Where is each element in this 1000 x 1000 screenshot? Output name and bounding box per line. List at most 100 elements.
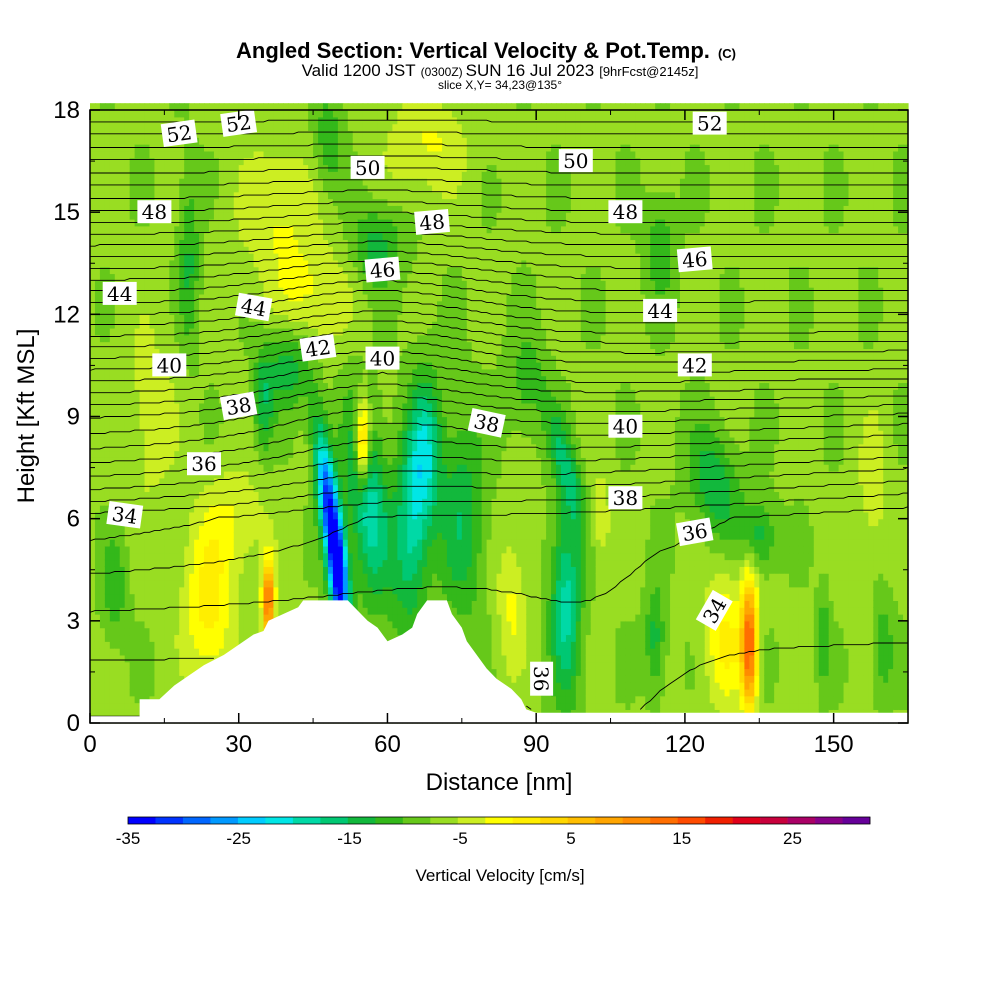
field-cell [327, 307, 334, 315]
field-cell [104, 579, 111, 588]
field-cell [119, 396, 126, 404]
field-cell [298, 532, 304, 540]
field-cell [347, 280, 354, 288]
field-cell [293, 184, 299, 193]
field-cell [124, 436, 131, 445]
field-cell [119, 327, 126, 336]
field-cell [332, 593, 339, 601]
field-cell [189, 150, 195, 159]
field-cell [342, 375, 349, 384]
field-cell [199, 225, 205, 234]
field-cell [129, 593, 136, 601]
field-cell [149, 246, 156, 254]
field-cell [337, 178, 344, 186]
field-cell [347, 416, 354, 424]
field-cell [208, 137, 215, 145]
field-cell [248, 348, 255, 356]
field-cell [134, 232, 141, 241]
field-cell [258, 184, 265, 193]
field-cell [149, 545, 156, 554]
field-cell [327, 287, 334, 295]
field-cell [144, 668, 151, 676]
field-cell [144, 532, 151, 540]
field-cell [94, 552, 101, 561]
field-cell [233, 423, 240, 431]
field-cell [233, 552, 240, 561]
field-cell [332, 137, 339, 145]
field-cell [109, 396, 116, 404]
field-cell [99, 634, 106, 642]
field-cell [208, 287, 215, 295]
field-cell [154, 525, 161, 533]
field-cell [124, 688, 131, 697]
field-cell [298, 205, 304, 213]
field-cell [184, 430, 190, 438]
field-cell [90, 191, 96, 200]
field-cell [253, 552, 260, 561]
field-cell [238, 627, 245, 636]
field-cell [174, 675, 180, 683]
field-cell [179, 491, 185, 499]
field-cell [94, 525, 101, 533]
field-cell [213, 396, 220, 404]
field-cell [352, 341, 359, 349]
field-cell [194, 634, 200, 642]
field-cell [357, 600, 364, 608]
field-cell [114, 375, 121, 384]
field-cell [149, 314, 156, 322]
field-cell [139, 191, 146, 200]
field-cell [332, 545, 339, 554]
field-cell [273, 225, 279, 234]
field-cell [189, 287, 195, 295]
field-cell [199, 205, 205, 213]
field-cell [90, 110, 96, 118]
field-cell [258, 137, 265, 145]
field-cell [154, 688, 161, 697]
field-cell [199, 293, 205, 302]
field-cell [139, 273, 146, 281]
field-cell [129, 225, 136, 234]
field-cell [149, 300, 156, 309]
field-cell [204, 293, 210, 302]
field-cell [189, 178, 195, 186]
field-cell [357, 566, 364, 574]
field-cell [347, 573, 354, 581]
field-cell [208, 150, 215, 159]
field-cell [273, 327, 279, 336]
field-cell [139, 239, 146, 247]
field-cell [273, 198, 279, 206]
field-cell [149, 409, 156, 418]
field-cell [268, 150, 275, 159]
field-cell [223, 614, 230, 622]
field-cell [213, 307, 220, 315]
field-cell [308, 559, 314, 567]
field-cell [199, 648, 205, 656]
field-cell [94, 491, 101, 499]
field-cell [238, 511, 245, 520]
field-cell [129, 273, 136, 281]
field-cell [179, 389, 185, 397]
field-cell [352, 457, 359, 465]
subtitle-date: SUN 16 Jul 2023 [466, 61, 595, 80]
field-cell [303, 198, 309, 206]
field-cell [218, 539, 225, 547]
field-cell [352, 293, 359, 302]
field-cell [288, 246, 294, 254]
field-cell [283, 539, 289, 547]
field-cell [94, 539, 101, 547]
field-cell [139, 178, 146, 186]
field-cell [189, 218, 195, 227]
field-cell [179, 675, 185, 683]
field-cell [318, 137, 324, 145]
field-cell [99, 593, 106, 601]
field-cell [268, 525, 275, 533]
field-cell [94, 239, 101, 247]
field-cell [139, 457, 146, 465]
field-cell [184, 348, 190, 356]
field-cell [199, 375, 205, 384]
field-cell [238, 321, 245, 329]
field-cell [174, 150, 180, 159]
field-cell [298, 280, 304, 288]
field-cell [218, 552, 225, 561]
